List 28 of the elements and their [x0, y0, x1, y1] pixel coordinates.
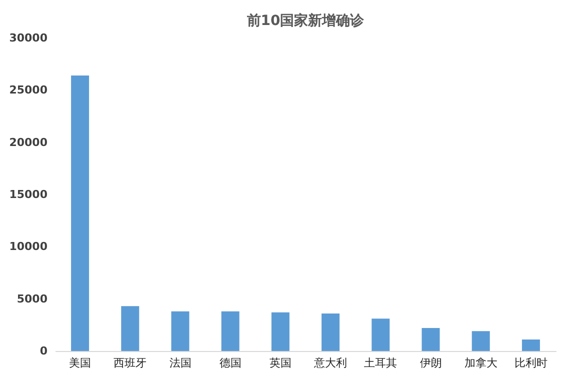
bar	[71, 76, 90, 351]
y-tick-label: 20000	[9, 136, 48, 149]
y-tick-label: 10000	[9, 240, 48, 254]
y-tick-label: 30000	[9, 32, 48, 44]
x-tick-label: 英国	[269, 356, 292, 370]
chart-title: 前10国家新增确诊	[246, 12, 366, 29]
x-tick-label: 法国	[169, 356, 192, 370]
y-tick-label: 5000	[16, 292, 48, 306]
x-tick-label: 美国	[69, 356, 92, 370]
bar	[322, 313, 340, 351]
x-tick-label: 西班牙	[114, 356, 147, 370]
bar	[271, 312, 290, 351]
x-tick-label: 比利时	[514, 356, 548, 370]
bar	[522, 340, 540, 351]
x-tick-label: 加拿大	[464, 356, 498, 370]
x-tick-label: 意大利	[313, 356, 348, 370]
bar	[171, 311, 190, 351]
bar	[221, 311, 240, 351]
bar	[422, 328, 440, 351]
y-tick-label: 25000	[9, 84, 48, 97]
x-tick-label: 伊朗	[420, 356, 442, 370]
y-tick-label: 0	[40, 344, 48, 358]
x-tick-label: 德国	[219, 356, 242, 370]
y-tick-label: 15000	[9, 188, 48, 201]
bar	[372, 318, 390, 351]
x-tick-label: 土耳其	[364, 356, 398, 370]
bar	[121, 306, 140, 351]
bar	[472, 331, 490, 351]
